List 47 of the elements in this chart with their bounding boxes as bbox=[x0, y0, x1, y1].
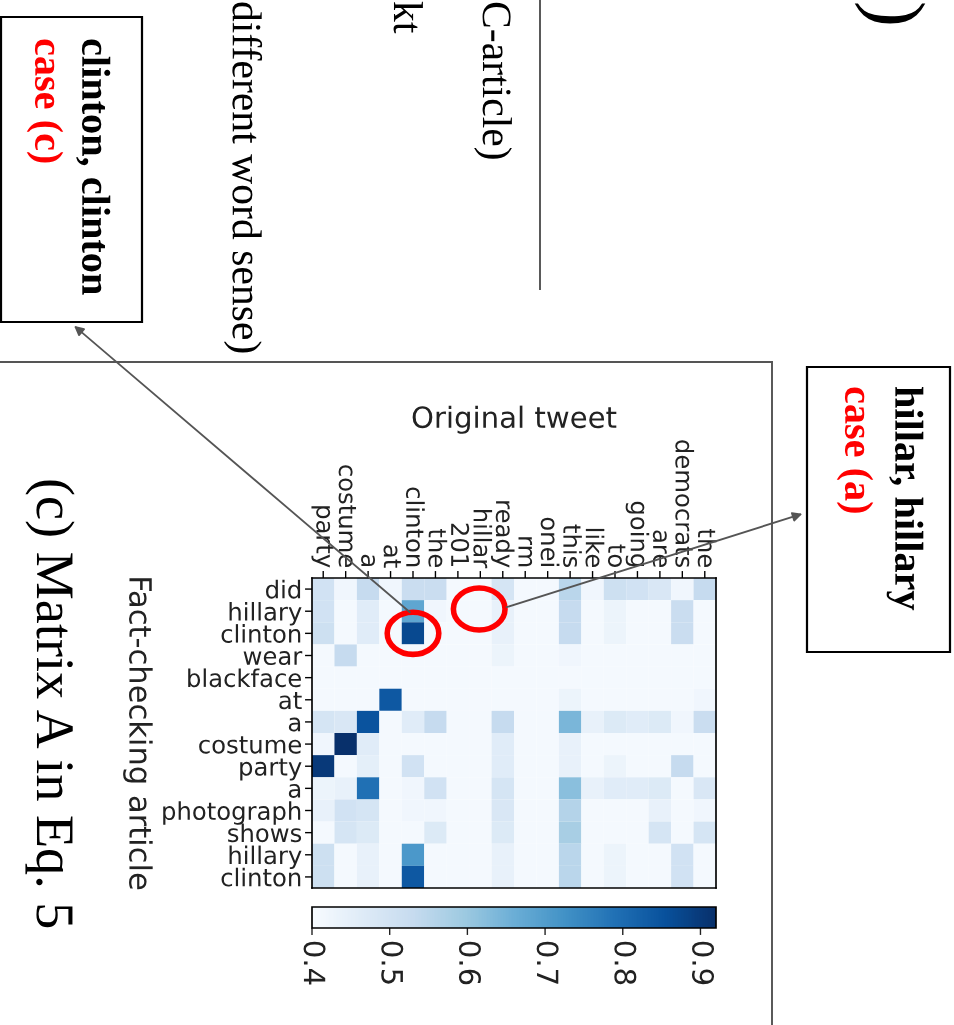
y-axis-title: Fact-checking article bbox=[123, 578, 153, 890]
text: case (a) bbox=[836, 387, 874, 513]
x-axis-title: Original tweet bbox=[412, 405, 617, 434]
text: different word sense) bbox=[223, 2, 263, 353]
y-tick-label: clinton bbox=[221, 867, 301, 887]
text: hillar, hillary bbox=[886, 387, 924, 611]
y-tick-label: at bbox=[279, 691, 302, 710]
y-tick-label: clinton bbox=[221, 624, 301, 643]
y-tick-label: blackface bbox=[188, 668, 301, 688]
y-tick-label: hillary bbox=[229, 601, 302, 626]
y-tick-label: photograph bbox=[163, 801, 301, 825]
color-bar-label: 0.5 bbox=[381, 941, 404, 984]
y-tick-label: party bbox=[240, 758, 302, 781]
text: case (c) bbox=[26, 39, 64, 163]
x-tick-label: the bbox=[697, 529, 717, 567]
x-tick-label: going bbox=[625, 501, 650, 567]
x-tick-label: hillar bbox=[473, 509, 493, 569]
color-bar-label: 0.6 bbox=[458, 941, 481, 985]
x-tick-label: 201 bbox=[450, 523, 470, 567]
x-tick-label: the bbox=[428, 529, 448, 567]
x-tick-label: clinton bbox=[405, 487, 425, 567]
color-bar-label: 0.9 bbox=[692, 941, 715, 985]
color-bar-label: 0.8 bbox=[614, 941, 637, 985]
x-tick-label: like bbox=[585, 528, 605, 567]
text: kt bbox=[393, 1, 423, 34]
color-bar-label: 0.7 bbox=[536, 941, 559, 984]
text: clinton, clinton bbox=[76, 39, 111, 295]
y-tick-label: shows bbox=[228, 823, 302, 843]
x-tick-label: democrats bbox=[675, 440, 695, 568]
x-tick-label: onei bbox=[540, 517, 560, 566]
x-tick-label: at bbox=[383, 545, 401, 568]
text: ) bbox=[854, 3, 926, 24]
x-tick-label: are bbox=[652, 530, 667, 567]
y-tick-label: costume bbox=[199, 736, 301, 754]
color-bar-label: 0.4 bbox=[303, 941, 326, 985]
text: C-article) bbox=[474, 2, 512, 159]
y-tick-label: a bbox=[288, 783, 301, 798]
y-tick-label: wear bbox=[243, 651, 303, 666]
y-tick-label: a bbox=[288, 717, 301, 732]
x-tick-label: rm bbox=[518, 537, 533, 567]
x-tick-label: this bbox=[563, 524, 582, 568]
text: (c) Matrix A in Eq. 5 bbox=[25, 480, 75, 928]
x-tick-label: ready bbox=[491, 501, 515, 568]
x-tick-label: a bbox=[361, 554, 376, 567]
y-tick-label: did bbox=[266, 579, 301, 599]
x-tick-label: to bbox=[607, 544, 626, 567]
y-tick-label: hillary bbox=[229, 845, 302, 870]
